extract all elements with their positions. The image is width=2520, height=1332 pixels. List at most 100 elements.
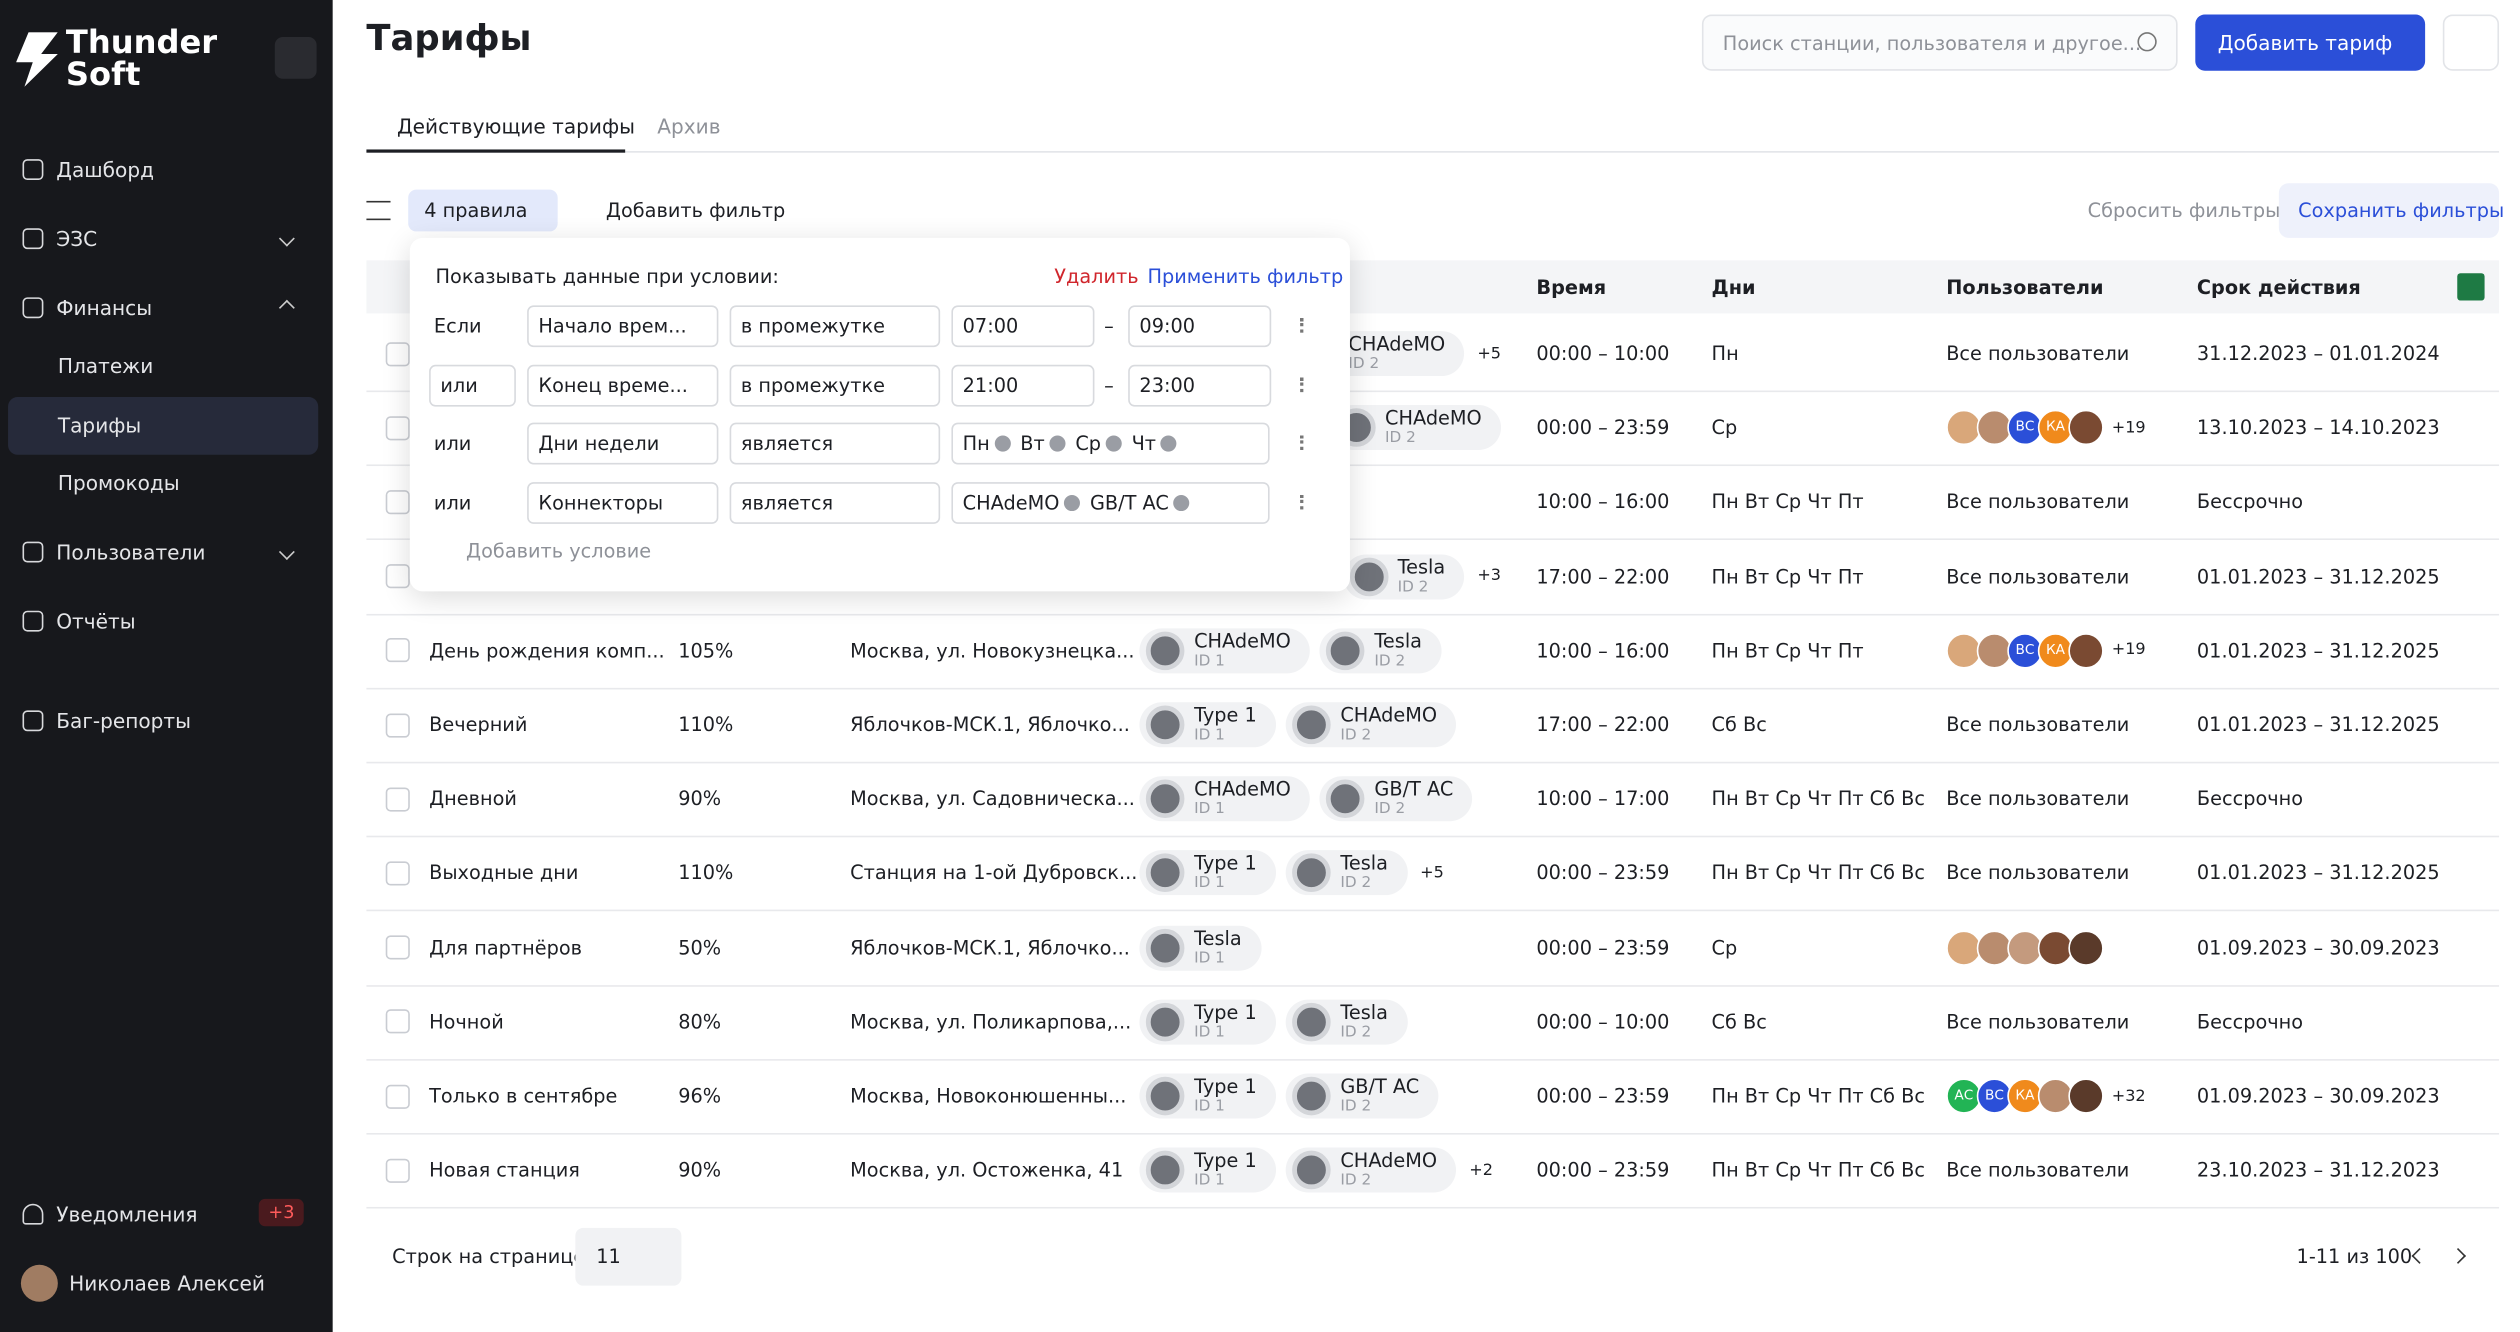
tag-remove[interactable] [1064,494,1081,511]
connector-text: Tesla ID 2 [1340,853,1388,892]
search[interactable]: Поиск станции, пользователя и другое... [1701,14,2178,71]
nav-label: Финансы [56,295,153,320]
users-cell: Все пользователи [1946,762,2129,836]
checkbox[interactable] [385,688,410,762]
excel-icon[interactable] [2457,273,2485,301]
more-button[interactable] [2442,14,2500,71]
users-cell: Все пользователи [1946,317,2129,391]
connector-chip: Tesla ID 2 [1319,628,1442,674]
nav-icon [22,297,44,319]
checkbox[interactable] [385,317,410,391]
tab: Архив [657,114,721,139]
tag-label: GB/T AC [1089,490,1169,514]
checkbox[interactable] [385,911,410,985]
operator-select[interactable]: в промежутке [729,305,941,348]
field-select[interactable]: Начало врем... [527,305,719,348]
users: Все пользователи [1946,1010,2130,1034]
validity-cell: 01.09.2023 – 30.09.2023 [2197,911,2440,985]
avatars-more: +32 [2111,1087,2146,1105]
tag-remove[interactable] [1049,435,1066,452]
connector-icon [1292,1076,1331,1116]
avatar [2068,929,2104,966]
avatar-initials: ВС [1984,1088,2004,1105]
from-input[interactable]: 21:00 [951,364,1095,406]
save-button[interactable]: Сохранить фильтры [2278,183,2504,238]
from-input[interactable]: 07:00 [951,305,1095,348]
connector-text: Type 1 ID 1 [1194,1002,1257,1041]
nav-icon [22,228,44,250]
prev-page[interactable] [2411,1247,2428,1264]
to-input[interactable]: 09:00 [1128,305,1272,348]
condition-menu[interactable] [1300,435,1306,450]
checkbox[interactable] [385,539,410,613]
nav-item[interactable]: Уведомления [22,1202,197,1226]
nav-item[interactable]: Пользователи [22,540,205,564]
operator-select[interactable]: является [729,481,941,524]
name-cell: День рождения комп... [429,614,665,688]
value-select[interactable]: CHAdeMO GB/T AC [951,481,1270,524]
field-select[interactable]: Дни недели [527,422,719,465]
checkbox[interactable] [385,762,410,836]
users-cell: Все пользователи [1946,985,2129,1059]
operator: является [740,490,834,514]
tag-remove[interactable] [994,435,1011,452]
button-label: Добавить тариф [2217,30,2393,55]
nav-item[interactable]: Отчёты [22,609,136,634]
tag-remove[interactable] [1160,435,1177,452]
connector-name: CHAdeMO [1340,1149,1438,1172]
operator-select[interactable]: является [729,422,941,465]
collapse-button[interactable] [274,36,317,79]
checkbox[interactable] [385,1059,410,1133]
connector-text: Type 1 ID 1 [1194,1150,1257,1189]
checkbox[interactable] [385,836,410,910]
time-cell: 00:00 – 10:00 [1536,985,1669,1059]
filter-chip[interactable]: 4 правила [408,189,558,232]
operator-select[interactable]: в промежутке [729,364,941,406]
range-separator: – [1104,373,1114,397]
days: Пн [1711,342,1739,365]
nav-item[interactable]: Дашборд [22,157,154,182]
condition-menu[interactable] [1300,318,1306,333]
avatar-initials: КА [2045,642,2065,659]
connector-name: Tesla [1397,555,1446,578]
table-row: Вечерний 110% Яблочков-МСК.1, Яблочко... Ty… [366,688,2500,764]
add-button[interactable]: Добавить тариф [2195,14,2426,71]
delete-link: Удалить [1054,265,1139,288]
rows-select[interactable]: 11 [575,1227,682,1286]
checkbox[interactable] [385,985,410,1059]
to-input[interactable]: 23:00 [1128,364,1272,406]
checkbox[interactable] [385,465,410,539]
value-select[interactable]: Пн Вт Ср Чт [951,422,1270,465]
table-row: Дневной 90% Москва, ул. Садовническа... CHA… [366,762,2500,838]
time-cell: 10:00 – 16:00 [1536,465,1669,539]
filter-popup: Показывать данные при условии: Удалить При… [409,237,1350,592]
nav-item[interactable]: Финансы [22,296,152,320]
subnav-item: Платежи [57,353,154,378]
checkbox[interactable] [385,391,410,465]
field-select[interactable]: Коннекторы [527,481,719,524]
search-icon [2137,32,2157,52]
condition-menu[interactable] [1300,494,1306,509]
connector-chip: CHAdeMO ID 2 [1330,405,1502,451]
checkbox[interactable] [385,614,410,688]
validity-cell: 01.01.2023 – 31.12.2025 [2197,836,2440,910]
connector-icon [1145,1076,1185,1116]
nav-item[interactable]: Баг-репорты [22,709,191,733]
days-cell: Пн Вт Ср Чт Пт [1712,539,1864,613]
table-row: Только в сентябре 96% Москва, Новоконюшенн… [366,1059,2500,1135]
tag-remove[interactable] [1173,494,1190,511]
connector-name: CHAdeMO [1194,629,1291,653]
nav-label: Отчёты [56,609,136,634]
avatar [1976,410,2013,446]
connector-chip: Tesla ID 1 [1139,925,1261,971]
tag-remove[interactable] [1105,435,1122,452]
checkbox[interactable] [385,1133,410,1207]
nav-item[interactable]: ЭЗС [22,227,97,251]
time: 00:00 – 23:59 [1536,416,1670,440]
field-select[interactable]: Конец време... [527,364,719,406]
joiner-select[interactable]: или [429,364,516,406]
next-page[interactable] [2450,1247,2467,1264]
condition-menu[interactable] [1300,376,1306,392]
markup-cell: 90% [678,1133,721,1207]
users-cell: Все пользователи [1946,539,2129,613]
